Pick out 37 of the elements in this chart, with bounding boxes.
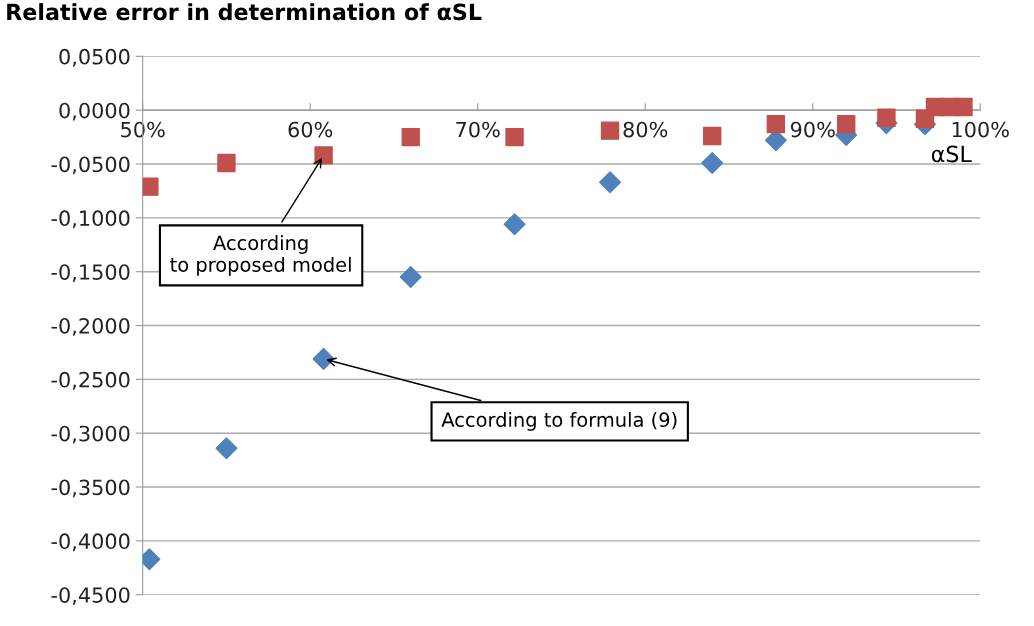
y-tick-label: -0,4000 [51,533,130,552]
point [217,153,236,173]
point [954,97,973,117]
x-tick-label: 100% [952,121,1009,138]
point [142,177,159,196]
point [401,127,420,147]
y-tick-label: -0,2000 [51,317,130,336]
point [877,108,896,127]
y-tick-label: -0,1000 [51,210,130,229]
y-tick-label: -0,0500 [51,156,130,175]
point [399,266,422,289]
point [505,127,524,147]
point [703,126,722,146]
y-tick-label: 0,0000 [59,102,130,121]
annotation: According to formula (9) [441,411,677,431]
x-tick-label: 50% [121,121,165,138]
point [837,114,856,134]
point [503,213,526,236]
point [215,437,238,460]
point [599,171,622,194]
y-tick-label: -0,3000 [51,425,130,444]
point [766,114,786,134]
annotation: According to proposed model [170,235,351,276]
y-tick-label: -0,3500 [51,479,130,498]
y-tick-label: -0,4500 [51,587,130,606]
x-tick-label: 80% [623,121,668,138]
y-tick-label: 0,0500 [59,48,130,67]
x-tick-label: 60% [288,121,333,138]
point [701,151,724,174]
y-tick-label: -0,1500 [51,264,130,283]
y-tick-label: -0,2500 [51,371,130,390]
point [314,146,333,165]
point [600,121,620,140]
x-tick-label: 70% [456,121,500,138]
x-tick-label: 90% [790,121,835,138]
x-axis-title: αSL [931,145,972,163]
chart-title: Relative error in determination of αSL [7,3,482,21]
